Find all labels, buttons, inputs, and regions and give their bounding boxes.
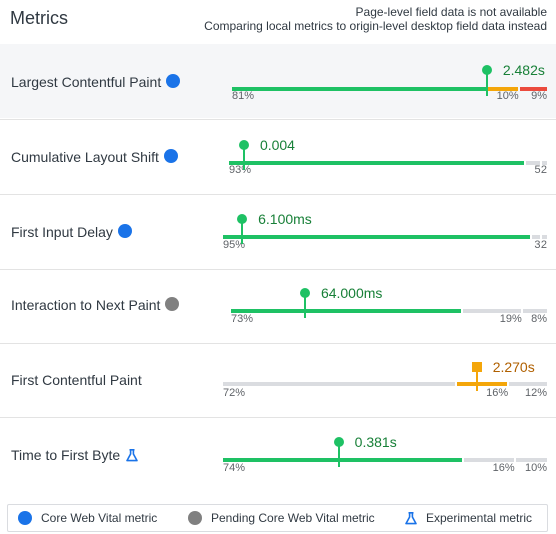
core-web-vital-icon	[18, 511, 32, 525]
distribution-segment-needs-improvement	[457, 382, 508, 386]
legend-item-experimental: Experimental metric	[405, 511, 532, 525]
local-value-marker	[238, 140, 249, 150]
metric-name-largest-contentful-paint: Largest Contentful Paint	[11, 74, 181, 90]
distribution-bar	[229, 161, 547, 165]
local-value-marker-stem	[485, 70, 488, 96]
metric-row-first-input-delay: First Input Delay 95% 3 2 6.100ms	[0, 194, 556, 268]
local-value-marker	[333, 437, 344, 447]
local-value-marker-stem	[337, 442, 340, 467]
distribution-percent-label: 12%	[524, 387, 547, 399]
metric-name-time-to-first-byte: Time to First Byte	[11, 447, 138, 463]
distribution-segment-good	[231, 309, 461, 313]
distribution-segment-poor	[519, 87, 547, 91]
distribution-bar	[231, 309, 547, 313]
metric-name-first-input-delay: First Input Delay	[11, 224, 132, 240]
distribution-segment-no-data	[531, 235, 540, 239]
legend-experimental-label: Experimental metric	[426, 511, 533, 525]
distribution-segment-no-data	[525, 161, 540, 165]
field-data-comparison-note: Comparing local metrics to origin-level …	[204, 19, 547, 33]
distribution-segment-good	[229, 161, 524, 165]
distribution-percent-label: 93%	[229, 164, 252, 176]
local-value-marker-stem	[242, 145, 245, 170]
distribution-bar	[232, 87, 547, 91]
experimental-flask-icon	[126, 449, 138, 462]
distribution-percent-label: 10%	[524, 462, 547, 474]
distribution-percent-label: 74%	[223, 462, 246, 474]
legend-core-label: Core Web Vital metric	[41, 511, 158, 525]
distribution-percent-label: 3	[534, 239, 541, 251]
pending-core-web-vital-icon	[188, 511, 202, 525]
distribution-percent-label: 2	[540, 239, 547, 251]
metric-label: Interaction to Next Paint	[11, 297, 161, 313]
metric-row-cumulative-layout-shift: Cumulative Layout Shift 93% 5 2 0.004	[0, 119, 556, 193]
metric-label: First Input Delay	[11, 224, 113, 240]
page-title: Metrics	[10, 8, 68, 28]
experimental-flask-icon	[405, 512, 417, 525]
distribution-percent-label: 16%	[486, 387, 509, 399]
distribution-segment-no-data	[462, 309, 521, 313]
metric-row-interaction-to-next-paint: Interaction to Next Paint 73% 19% 8% 64.000m…	[0, 269, 556, 342]
core-web-vital-icon	[117, 224, 132, 238]
distribution-segment-good	[232, 87, 487, 91]
distribution-segment-needs-improvement	[488, 87, 518, 91]
distribution-segment-good	[223, 235, 530, 239]
metric-row-time-to-first-byte: Time to First Byte 74% 16% 10% 0.381s	[0, 417, 556, 490]
distribution-segment-no-data	[223, 382, 456, 386]
distribution-segment-no-data	[463, 458, 514, 462]
metric-label: Largest Contentful Paint	[11, 74, 162, 90]
distribution-percent-label: 72%	[223, 387, 246, 399]
metric-name-cumulative-layout-shift: Cumulative Layout Shift	[11, 149, 178, 165]
distribution-percent-label: 9%	[531, 90, 547, 102]
local-value-marker	[299, 288, 310, 298]
distribution-bar	[223, 458, 547, 462]
local-value-marker	[471, 362, 482, 372]
distribution-segment-no-data	[515, 458, 547, 462]
metric-label: First Contentful Paint	[11, 372, 142, 388]
metric-name-interaction-to-next-paint: Interaction to Next Paint	[11, 297, 180, 313]
legend: Core Web Vital metric Pending Core Web V…	[7, 504, 548, 532]
distribution-percent-label: 95%	[223, 239, 246, 251]
core-web-vital-icon	[163, 149, 178, 163]
distribution-percent-label: 8%	[531, 313, 547, 325]
distribution-bar	[223, 382, 547, 386]
local-value-marker-stem	[475, 367, 478, 391]
legend-item-pending: Pending Core Web Vital metric	[188, 511, 375, 525]
distribution-percent-label: 16%	[492, 462, 515, 474]
distribution-segment-good	[223, 458, 462, 462]
distribution-segment-no-data	[541, 161, 547, 165]
metric-value: 0.381s	[354, 434, 397, 450]
core-web-vital-icon	[166, 74, 181, 88]
metric-label: Cumulative Layout Shift	[11, 149, 159, 165]
distribution-bar	[223, 235, 547, 239]
distribution-percent-label: 19%	[499, 313, 522, 325]
distribution-percent-label: 10%	[496, 90, 519, 102]
local-value-marker	[237, 214, 248, 224]
legend-pending-label: Pending Core Web Vital metric	[211, 511, 375, 525]
distribution-segment-no-data	[522, 309, 547, 313]
metric-value: 2.270s	[492, 359, 535, 375]
pending-core-web-vital-icon	[165, 297, 180, 311]
metric-value: 6.100ms	[258, 211, 312, 227]
distribution-percent-label: 81%	[232, 90, 255, 102]
distribution-segment-no-data	[509, 382, 547, 386]
local-value-marker	[481, 65, 492, 75]
metric-name-first-contentful-paint: First Contentful Paint	[11, 372, 142, 388]
legend-item-core: Core Web Vital metric	[18, 511, 157, 525]
distribution-percent-label: 5	[534, 164, 541, 176]
metric-value: 0.004	[259, 137, 295, 153]
field-data-note: Page-level field data is not available	[355, 5, 547, 19]
metric-value: 2.482s	[502, 62, 545, 78]
metric-value: 64.000ms	[320, 285, 383, 301]
metric-row-largest-contentful-paint: Largest Contentful Paint 81% 10% 9% 2.482s	[0, 44, 556, 118]
distribution-percent-label: 2	[540, 164, 547, 176]
metric-label: Time to First Byte	[11, 447, 121, 463]
local-value-marker-stem	[303, 293, 306, 318]
metric-row-first-contentful-paint: First Contentful Paint 72% 16% 12% 2.270s	[0, 343, 556, 416]
metrics-header: Metrics Page-level field data is not ava…	[0, 0, 556, 42]
distribution-percent-label: 73%	[231, 313, 254, 325]
local-value-marker-stem	[241, 219, 244, 244]
distribution-segment-no-data	[541, 235, 547, 239]
